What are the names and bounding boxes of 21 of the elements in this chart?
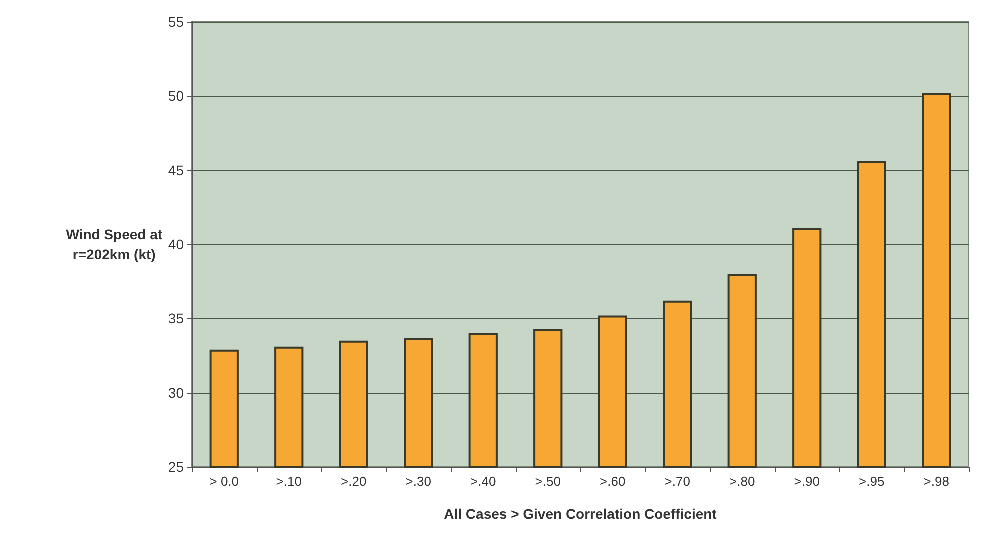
x-tick-label: >.98 xyxy=(924,474,950,489)
x-tick-label: >.50 xyxy=(535,474,561,489)
x-tick-label: > 0.0 xyxy=(210,474,240,489)
x-tick-label: >.30 xyxy=(406,474,432,489)
y-tick-label: 40 xyxy=(168,236,184,252)
x-tick-label: >.60 xyxy=(600,474,626,489)
y-tick-label: 50 xyxy=(168,88,184,104)
y-tick-label: 35 xyxy=(168,310,184,327)
y-tick-label: 30 xyxy=(168,384,184,401)
y-tick-label: 45 xyxy=(168,162,184,178)
x-tick-label: >.90 xyxy=(794,474,820,489)
x-tick-label: >.95 xyxy=(859,474,885,489)
x-tick-label: >.80 xyxy=(730,474,756,489)
x-tick-label: >.40 xyxy=(470,474,496,489)
x-axis-title: All Cases > Given Correlation Coefficient xyxy=(444,506,718,522)
y-tick-label: 55 xyxy=(168,14,184,30)
y-tick-label: 25 xyxy=(168,459,184,475)
x-tick-label: >.70 xyxy=(664,474,690,489)
y-axis-title: Wind Speed at r=202km (kt) xyxy=(66,226,163,262)
x-tick-label: >.20 xyxy=(341,474,367,489)
x-tick-label: >.10 xyxy=(276,474,302,489)
